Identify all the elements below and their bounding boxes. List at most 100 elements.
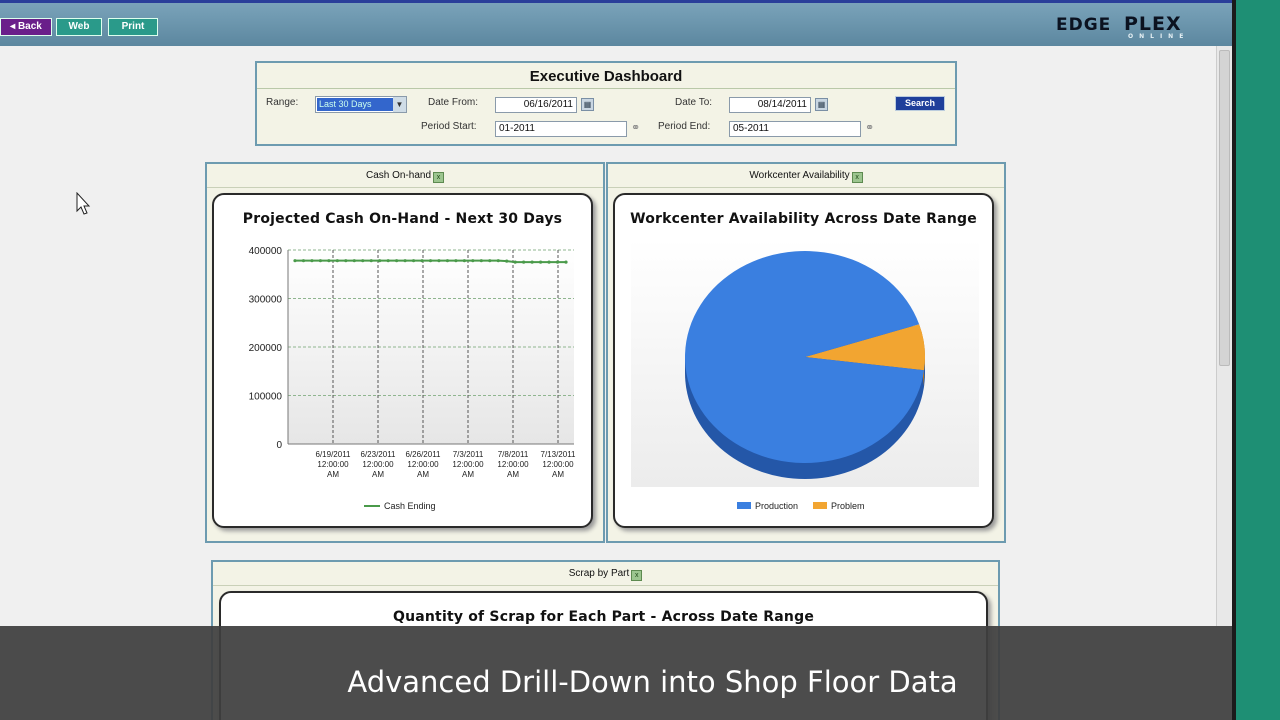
x-tick-label: 12:00:00 xyxy=(542,460,574,469)
top-toolbar: ◂ Back Web Print EDGE PLEX ONLINE xyxy=(0,0,1232,46)
x-tick-label: 7/3/2011 xyxy=(453,450,484,459)
excel-export-icon[interactable]: x xyxy=(851,172,863,183)
panel-header-label: Workcenter Availability xyxy=(749,170,850,181)
x-tick-label: 7/8/2011 xyxy=(498,450,529,459)
data-point xyxy=(462,259,466,263)
data-point xyxy=(538,260,543,264)
data-point xyxy=(505,259,509,263)
workcenter-header[interactable]: Workcenter Availability x xyxy=(608,164,1004,188)
x-tick-label: 12:00:00 xyxy=(497,460,529,469)
chart-title: Workcenter Availability Across Date Rang… xyxy=(630,211,977,227)
binoculars-icon[interactable]: ⚭ xyxy=(631,122,641,134)
pie-slice-production xyxy=(685,251,925,464)
y-tick-label: 300000 xyxy=(249,295,283,306)
x-tick-label: AM xyxy=(462,470,474,479)
data-point xyxy=(344,259,348,263)
x-tick-label: AM xyxy=(417,470,429,479)
plex-logo: PLEX xyxy=(1124,13,1182,35)
data-point xyxy=(437,259,441,263)
legend-label: Cash Ending xyxy=(384,501,436,511)
x-tick-label: AM xyxy=(507,470,519,479)
legend-label: Problem xyxy=(831,501,865,511)
data-point xyxy=(513,260,517,264)
date-to-field[interactable]: 08/14/2011 xyxy=(729,97,811,113)
data-point xyxy=(522,260,526,264)
period-start-field[interactable]: 01-2011 xyxy=(495,121,627,137)
data-point xyxy=(335,259,339,263)
mouse-cursor-icon xyxy=(76,192,91,215)
date-from-field[interactable]: 06/16/2011 xyxy=(495,97,577,113)
search-button[interactable]: Search xyxy=(895,96,945,111)
data-point xyxy=(327,259,331,263)
x-tick-label: AM xyxy=(552,470,564,479)
date-to-label: Date To: xyxy=(675,97,713,108)
period-end-field[interactable]: 05-2011 xyxy=(729,121,861,137)
calendar-icon[interactable]: ▦ xyxy=(581,98,594,111)
x-tick-label: 12:00:00 xyxy=(362,460,394,469)
x-tick-label: 7/13/2011 xyxy=(541,450,577,459)
binoculars-icon[interactable]: ⚭ xyxy=(865,122,875,134)
data-point xyxy=(445,259,450,263)
y-tick-label: 0 xyxy=(276,440,282,451)
scrap-header[interactable]: Scrap by Part x xyxy=(213,562,998,586)
x-tick-label: 12:00:00 xyxy=(317,460,349,469)
period-start-label: Period Start: xyxy=(421,121,477,132)
data-point xyxy=(369,259,373,263)
data-point xyxy=(411,259,416,263)
divider xyxy=(257,88,955,89)
cash-line-chart: 40000030000020000010000006/19/201112:00:… xyxy=(249,246,577,511)
data-point xyxy=(361,259,365,263)
cash-on-hand-chart-card: Projected Cash On-Hand - Next 30 Days 40… xyxy=(212,193,593,528)
data-point xyxy=(386,259,390,263)
back-button[interactable]: ◂ Back xyxy=(0,18,52,36)
page-title: Executive Dashboard xyxy=(529,68,683,85)
executive-dashboard-filter-panel: Executive Dashboard Range: Last 30 Days … xyxy=(255,61,957,146)
data-point xyxy=(530,260,534,264)
x-tick-label: AM xyxy=(372,470,384,479)
data-point xyxy=(310,259,314,263)
vertical-scrollbar[interactable] xyxy=(1216,46,1232,626)
data-point xyxy=(555,260,560,264)
web-button[interactable]: Web xyxy=(56,18,102,36)
data-point xyxy=(293,259,297,263)
excel-export-icon[interactable]: x xyxy=(631,570,643,581)
data-point xyxy=(378,259,382,263)
range-label: Range: xyxy=(266,97,299,108)
x-tick-label: 6/19/2011 xyxy=(316,450,352,459)
data-point xyxy=(496,259,500,263)
data-point xyxy=(318,259,323,263)
workcenter-chart-card: Workcenter Availability Across Date Rang… xyxy=(613,193,994,528)
workcenter-pie-chart: Production Problem xyxy=(631,239,979,511)
print-button[interactable]: Print xyxy=(108,18,158,36)
video-caption-bar: Advanced Drill-Down into Shop Floor Data xyxy=(0,626,1232,720)
data-point xyxy=(564,260,568,264)
edge-logo: EDGE xyxy=(1056,15,1112,35)
y-tick-label: 100000 xyxy=(249,392,283,403)
data-point xyxy=(479,259,483,263)
cash-on-hand-header[interactable]: Cash On-hand x xyxy=(207,164,603,188)
legend-swatch xyxy=(813,502,827,509)
chart-title: Projected Cash On-Hand - Next 30 Days xyxy=(242,211,563,227)
data-point xyxy=(395,259,399,263)
data-point xyxy=(547,260,551,264)
data-point xyxy=(488,259,492,263)
y-tick-label: 200000 xyxy=(249,343,283,354)
x-tick-label: 6/26/2011 xyxy=(406,450,442,459)
calendar-icon[interactable]: ▦ xyxy=(815,98,828,111)
x-tick-label: 12:00:00 xyxy=(452,460,484,469)
excel-export-icon[interactable]: x xyxy=(433,172,445,183)
legend-label: Production xyxy=(755,501,798,511)
data-point xyxy=(454,259,458,263)
range-select[interactable]: Last 30 Days ▼ xyxy=(315,96,407,113)
side-strip-edge xyxy=(1232,0,1236,720)
scrollbar-thumb[interactable] xyxy=(1219,50,1230,366)
chevron-down-icon[interactable]: ▼ xyxy=(393,97,406,112)
legend-swatch xyxy=(737,502,751,509)
caption-text: Advanced Drill-Down into Shop Floor Data xyxy=(347,665,958,699)
range-select-value: Last 30 Days xyxy=(317,98,393,111)
data-point xyxy=(471,259,475,263)
panel-header-label: Scrap by Part xyxy=(568,568,630,579)
plex-online-logo-text: ONLINE xyxy=(1128,33,1190,40)
x-tick-label: 12:00:00 xyxy=(407,460,439,469)
side-strip xyxy=(1232,0,1280,720)
